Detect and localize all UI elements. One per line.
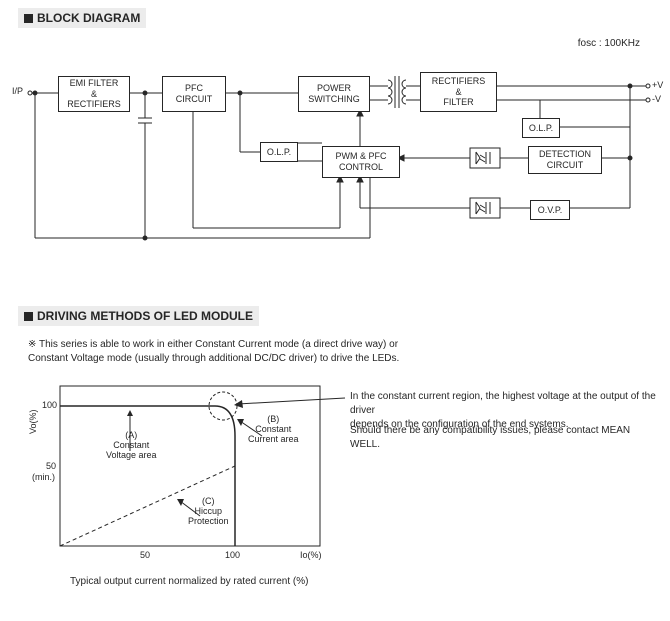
label-c: (C) Hiccup Protection (188, 496, 229, 526)
emi-l1: EMI FILTER (70, 78, 119, 89)
rectifiers-filter-block: RECTIFIERS & FILTER (420, 72, 497, 112)
ip-label: I/P (12, 86, 23, 96)
right-text-2: Should there be any compatibility issues… (350, 424, 660, 452)
ytick-50: 50 (46, 461, 56, 471)
emi-l2: & (91, 89, 97, 100)
det-l2: CIRCUIT (547, 160, 584, 171)
rect-l3: FILTER (443, 97, 473, 108)
ytick-100: 100 (42, 400, 57, 410)
block-diagram: fosc : 100KHz (0, 28, 670, 278)
xlabel: Io(%) (300, 550, 322, 560)
pwm-l1: PWM & PFC (336, 151, 387, 162)
pfc-l2: CIRCUIT (176, 94, 213, 105)
ovp-t: O.V.P. (538, 205, 563, 216)
pwm-l2: CONTROL (339, 162, 383, 173)
block-diagram-title: BLOCK DIAGRAM (18, 8, 146, 28)
title-text: BLOCK DIAGRAM (37, 11, 140, 25)
rect-l1: RECTIFIERS (432, 76, 486, 87)
driving-note: ※ This series is able to work in either … (0, 326, 670, 366)
ovp-block: O.V.P. (530, 200, 570, 220)
emi-filter-block: EMI FILTER & RECTIFIERS (58, 76, 130, 112)
pwr-l2: SWITCHING (308, 94, 360, 105)
olp1-t: O.L.P. (267, 147, 291, 158)
vo-io-graph: 100 50 (min.) Vo(%) 50 100 Io(%) (A) Con… (0, 366, 670, 606)
det-l1: DETECTION (539, 149, 591, 160)
note-body: This series is able to work in either Co… (28, 339, 399, 364)
ytick-min: (min.) (32, 472, 55, 482)
emi-l3: RECTIFIERS (67, 99, 121, 110)
olp2-t: O.L.P. (529, 123, 553, 134)
minusv-label: -V (652, 94, 661, 104)
rect-l2: & (455, 87, 461, 98)
xtick-50: 50 (140, 550, 150, 560)
pwr-l1: POWER (317, 83, 351, 94)
olp2-block: O.L.P. (522, 118, 560, 138)
graph-caption: Typical output current normalized by rat… (70, 576, 308, 587)
power-switching-block: POWER SWITCHING (298, 76, 370, 112)
square-icon (24, 312, 33, 321)
plusv-label: +V (652, 80, 663, 90)
pfc-l1: PFC (185, 83, 203, 94)
note-prefix: ※ (28, 339, 36, 350)
pwm-pfc-block: PWM & PFC CONTROL (322, 146, 400, 178)
title2-text: DRIVING METHODS OF LED MODULE (37, 309, 253, 323)
ylabel: Vo(%) (28, 409, 38, 434)
driving-methods-title: DRIVING METHODS OF LED MODULE (18, 306, 259, 326)
olp1-block: O.L.P. (260, 142, 298, 162)
detection-block: DETECTION CIRCUIT (528, 146, 602, 174)
pfc-block: PFC CIRCUIT (162, 76, 226, 112)
square-icon (24, 14, 33, 23)
label-b: (B) Constant Current area (248, 414, 299, 444)
label-a: (A) Constant Voltage area (106, 430, 157, 460)
xtick-100: 100 (225, 550, 240, 560)
